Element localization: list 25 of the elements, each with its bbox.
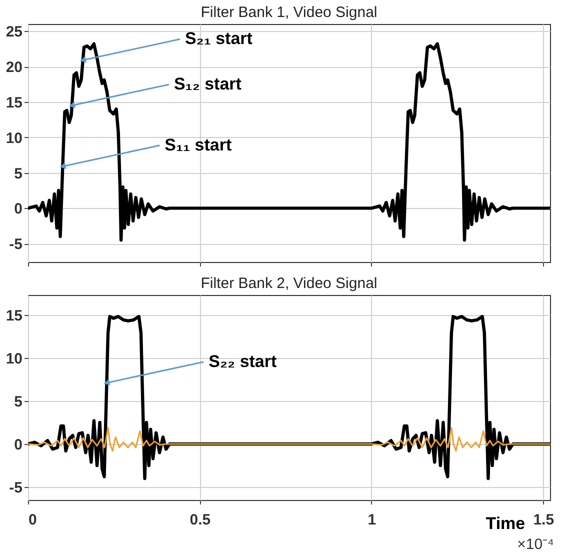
x-tick-label: 0.5: [190, 512, 211, 528]
y-tick-label: 10: [6, 130, 22, 147]
x-tick-label: 0: [28, 512, 37, 528]
x-tick-label: 1: [368, 512, 376, 528]
text: ×10⁻⁴: [517, 536, 554, 553]
annotation: S₁₂ start: [174, 74, 242, 94]
chart-title: Filter Bank 2, Video Signal: [200, 275, 378, 292]
y-tick-label: 0: [14, 436, 22, 454]
annotation: S₂₂ start: [208, 352, 277, 371]
y-tick-label: -5: [9, 480, 22, 497]
y-tick-label: 20: [6, 59, 22, 76]
x-tick-label: 1.5: [533, 512, 554, 528]
y-tick-label: -5: [9, 236, 22, 254]
y-tick-label: 15: [6, 307, 22, 324]
y-tick-label: 15: [6, 94, 22, 112]
y-tick-label: 25: [6, 24, 22, 41]
y-tick-label: 5: [14, 165, 22, 182]
y-tick-label: 0: [14, 200, 22, 218]
line-series: [28, 426, 550, 452]
y-tick-label: 10: [6, 350, 22, 368]
x-axis-title: Time: [486, 514, 526, 533]
chart-title: Filter Bank 1, Video Signal: [200, 4, 378, 21]
annotation: S₂₁ start: [184, 29, 253, 48]
annotation: S₁₁ start: [164, 135, 232, 154]
y-tick-label: 5: [14, 393, 22, 410]
